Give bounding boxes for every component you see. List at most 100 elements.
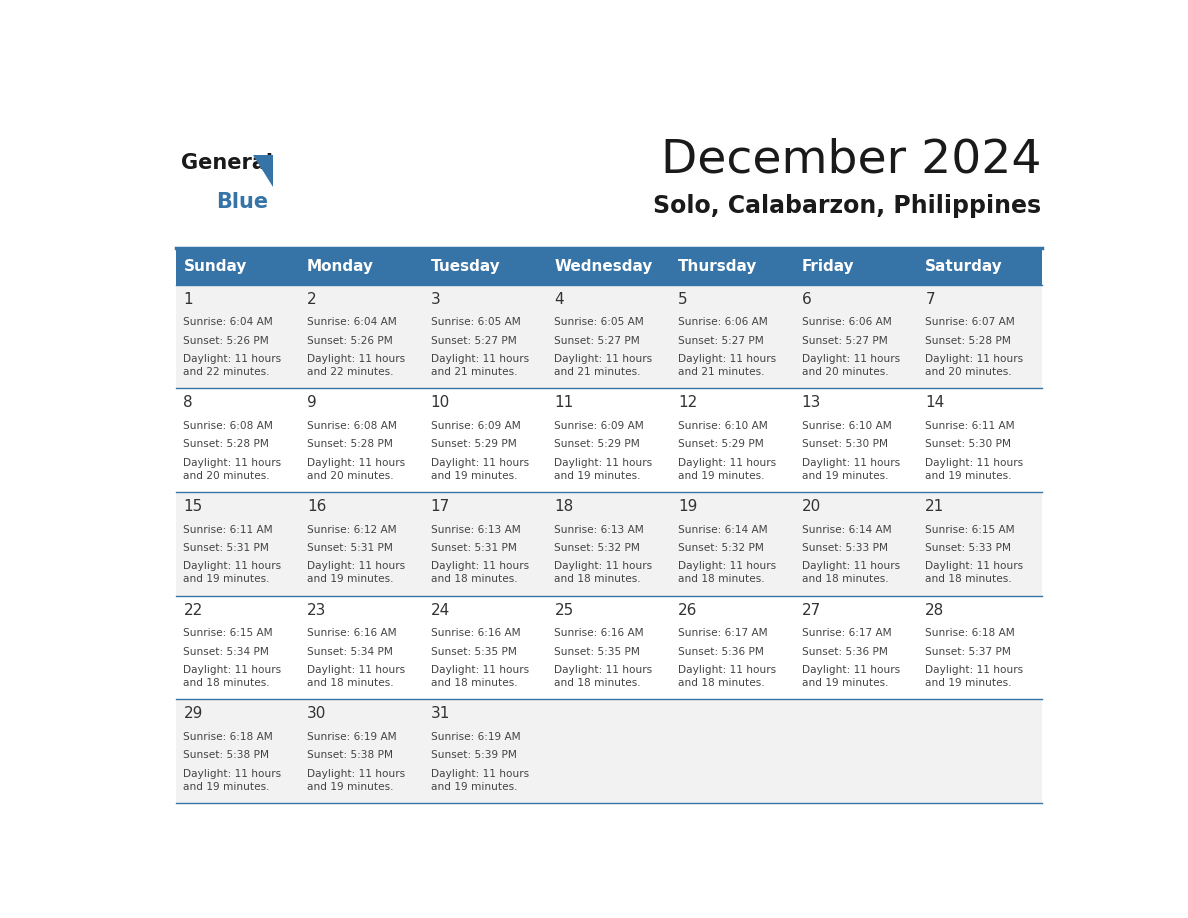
Text: Daylight: 11 hours
and 18 minutes.: Daylight: 11 hours and 18 minutes.: [183, 665, 282, 688]
Text: Daylight: 11 hours
and 19 minutes.: Daylight: 11 hours and 19 minutes.: [925, 665, 1023, 688]
Text: Sunset: 5:31 PM: Sunset: 5:31 PM: [308, 543, 393, 553]
Text: Daylight: 11 hours
and 21 minutes.: Daylight: 11 hours and 21 minutes.: [555, 354, 652, 377]
Text: 14: 14: [925, 396, 944, 410]
Text: Sunset: 5:38 PM: Sunset: 5:38 PM: [183, 750, 270, 760]
Text: Daylight: 11 hours
and 21 minutes.: Daylight: 11 hours and 21 minutes.: [431, 354, 529, 377]
Text: Sunset: 5:34 PM: Sunset: 5:34 PM: [183, 646, 270, 656]
Text: Sunset: 5:29 PM: Sunset: 5:29 PM: [678, 440, 764, 449]
Text: 17: 17: [431, 499, 450, 514]
Text: Sunset: 5:28 PM: Sunset: 5:28 PM: [308, 440, 393, 449]
Text: Sunrise: 6:13 AM: Sunrise: 6:13 AM: [555, 524, 644, 534]
Text: Sunset: 5:27 PM: Sunset: 5:27 PM: [431, 336, 517, 346]
Text: Daylight: 11 hours
and 22 minutes.: Daylight: 11 hours and 22 minutes.: [308, 354, 405, 377]
Text: Daylight: 11 hours
and 18 minutes.: Daylight: 11 hours and 18 minutes.: [555, 665, 652, 688]
Text: Sunset: 5:28 PM: Sunset: 5:28 PM: [183, 440, 270, 449]
Text: 7: 7: [925, 292, 935, 307]
Text: 9: 9: [308, 396, 317, 410]
Text: Saturday: Saturday: [925, 259, 1003, 274]
Text: 18: 18: [555, 499, 574, 514]
Text: Sunrise: 6:13 AM: Sunrise: 6:13 AM: [431, 524, 520, 534]
Bar: [176, 596, 1042, 700]
Text: Sunrise: 6:10 AM: Sunrise: 6:10 AM: [678, 420, 767, 431]
Text: Daylight: 11 hours
and 21 minutes.: Daylight: 11 hours and 21 minutes.: [678, 354, 776, 377]
Text: Sunset: 5:32 PM: Sunset: 5:32 PM: [678, 543, 764, 553]
Text: Friday: Friday: [802, 259, 854, 274]
Text: Sunday: Sunday: [183, 259, 247, 274]
Text: 30: 30: [308, 706, 327, 722]
Text: Sunrise: 6:06 AM: Sunrise: 6:06 AM: [678, 318, 767, 328]
Text: 12: 12: [678, 396, 697, 410]
Text: Daylight: 11 hours
and 20 minutes.: Daylight: 11 hours and 20 minutes.: [925, 354, 1023, 377]
Text: Sunrise: 6:18 AM: Sunrise: 6:18 AM: [183, 732, 273, 742]
Polygon shape: [253, 155, 273, 186]
Text: Sunset: 5:36 PM: Sunset: 5:36 PM: [678, 646, 764, 656]
Text: Daylight: 11 hours
and 20 minutes.: Daylight: 11 hours and 20 minutes.: [802, 354, 899, 377]
Text: Daylight: 11 hours
and 22 minutes.: Daylight: 11 hours and 22 minutes.: [183, 354, 282, 377]
Text: Daylight: 11 hours
and 18 minutes.: Daylight: 11 hours and 18 minutes.: [308, 665, 405, 688]
Text: Daylight: 11 hours
and 19 minutes.: Daylight: 11 hours and 19 minutes.: [308, 768, 405, 791]
Text: Daylight: 11 hours
and 19 minutes.: Daylight: 11 hours and 19 minutes.: [802, 458, 899, 481]
Text: Daylight: 11 hours
and 19 minutes.: Daylight: 11 hours and 19 minutes.: [555, 458, 652, 481]
Text: Sunrise: 6:08 AM: Sunrise: 6:08 AM: [308, 420, 397, 431]
Text: Daylight: 11 hours
and 19 minutes.: Daylight: 11 hours and 19 minutes.: [431, 458, 529, 481]
Text: Sunset: 5:27 PM: Sunset: 5:27 PM: [802, 336, 887, 346]
Text: Sunrise: 6:06 AM: Sunrise: 6:06 AM: [802, 318, 891, 328]
Text: 1: 1: [183, 292, 194, 307]
Bar: [176, 285, 1042, 388]
Text: Daylight: 11 hours
and 18 minutes.: Daylight: 11 hours and 18 minutes.: [678, 665, 776, 688]
Bar: [176, 492, 1042, 596]
Text: Sunrise: 6:08 AM: Sunrise: 6:08 AM: [183, 420, 273, 431]
Text: Sunset: 5:36 PM: Sunset: 5:36 PM: [802, 646, 887, 656]
Text: Daylight: 11 hours
and 18 minutes.: Daylight: 11 hours and 18 minutes.: [925, 561, 1023, 585]
Text: Monday: Monday: [308, 259, 374, 274]
Text: 5: 5: [678, 292, 688, 307]
Text: 20: 20: [802, 499, 821, 514]
Text: Daylight: 11 hours
and 19 minutes.: Daylight: 11 hours and 19 minutes.: [802, 665, 899, 688]
Text: Sunrise: 6:05 AM: Sunrise: 6:05 AM: [431, 318, 520, 328]
Text: Sunset: 5:34 PM: Sunset: 5:34 PM: [308, 646, 393, 656]
Text: Daylight: 11 hours
and 18 minutes.: Daylight: 11 hours and 18 minutes.: [431, 561, 529, 585]
Bar: [176, 388, 1042, 492]
Text: Sunset: 5:29 PM: Sunset: 5:29 PM: [431, 440, 517, 449]
Text: Sunrise: 6:19 AM: Sunrise: 6:19 AM: [308, 732, 397, 742]
Text: Sunset: 5:33 PM: Sunset: 5:33 PM: [925, 543, 1011, 553]
Text: Sunset: 5:29 PM: Sunset: 5:29 PM: [555, 440, 640, 449]
Text: 19: 19: [678, 499, 697, 514]
Text: Sunrise: 6:04 AM: Sunrise: 6:04 AM: [308, 318, 397, 328]
Text: 6: 6: [802, 292, 811, 307]
Text: 31: 31: [431, 706, 450, 722]
Text: 10: 10: [431, 396, 450, 410]
Text: 11: 11: [555, 396, 574, 410]
Text: Daylight: 11 hours
and 20 minutes.: Daylight: 11 hours and 20 minutes.: [308, 458, 405, 481]
Text: Sunset: 5:27 PM: Sunset: 5:27 PM: [678, 336, 764, 346]
Text: Sunrise: 6:09 AM: Sunrise: 6:09 AM: [555, 420, 644, 431]
Text: Sunset: 5:33 PM: Sunset: 5:33 PM: [802, 543, 887, 553]
Text: Sunrise: 6:04 AM: Sunrise: 6:04 AM: [183, 318, 273, 328]
Text: Sunrise: 6:11 AM: Sunrise: 6:11 AM: [925, 420, 1015, 431]
Text: Sunset: 5:31 PM: Sunset: 5:31 PM: [183, 543, 270, 553]
Text: Daylight: 11 hours
and 19 minutes.: Daylight: 11 hours and 19 minutes.: [925, 458, 1023, 481]
Text: Daylight: 11 hours
and 19 minutes.: Daylight: 11 hours and 19 minutes.: [678, 458, 776, 481]
Text: Sunrise: 6:15 AM: Sunrise: 6:15 AM: [925, 524, 1015, 534]
Text: Sunrise: 6:16 AM: Sunrise: 6:16 AM: [555, 628, 644, 638]
Text: Sunrise: 6:17 AM: Sunrise: 6:17 AM: [802, 628, 891, 638]
Text: Daylight: 11 hours
and 19 minutes.: Daylight: 11 hours and 19 minutes.: [431, 768, 529, 791]
Bar: [176, 248, 1042, 285]
Text: Solo, Calabarzon, Philippines: Solo, Calabarzon, Philippines: [653, 194, 1042, 218]
Text: 2: 2: [308, 292, 317, 307]
Text: Sunrise: 6:05 AM: Sunrise: 6:05 AM: [555, 318, 644, 328]
Text: Sunrise: 6:17 AM: Sunrise: 6:17 AM: [678, 628, 767, 638]
Text: 4: 4: [555, 292, 564, 307]
Text: Sunrise: 6:14 AM: Sunrise: 6:14 AM: [802, 524, 891, 534]
Text: 15: 15: [183, 499, 203, 514]
Text: 26: 26: [678, 603, 697, 618]
Text: Daylight: 11 hours
and 18 minutes.: Daylight: 11 hours and 18 minutes.: [802, 561, 899, 585]
Text: Thursday: Thursday: [678, 259, 758, 274]
Text: Sunset: 5:35 PM: Sunset: 5:35 PM: [431, 646, 517, 656]
Text: Daylight: 11 hours
and 18 minutes.: Daylight: 11 hours and 18 minutes.: [678, 561, 776, 585]
Text: 8: 8: [183, 396, 194, 410]
Text: Sunset: 5:37 PM: Sunset: 5:37 PM: [925, 646, 1011, 656]
Text: Sunrise: 6:18 AM: Sunrise: 6:18 AM: [925, 628, 1015, 638]
Text: Daylight: 11 hours
and 20 minutes.: Daylight: 11 hours and 20 minutes.: [183, 458, 282, 481]
Text: Sunrise: 6:16 AM: Sunrise: 6:16 AM: [308, 628, 397, 638]
